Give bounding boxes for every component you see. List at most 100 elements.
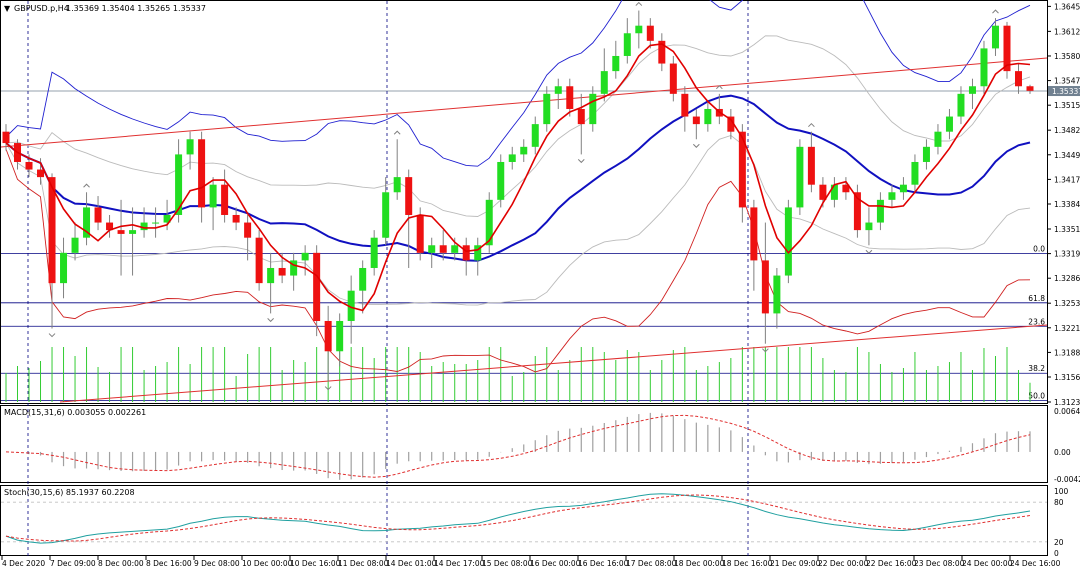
time-tick-label: 15 Dec 08:00 (482, 559, 533, 568)
candle-body (658, 40, 666, 64)
candle-body (520, 146, 528, 155)
price-tick-label: 1.33190 (1054, 250, 1080, 259)
price-tick-label: 1.32865 (1054, 274, 1080, 283)
candle-body (60, 252, 68, 284)
candle-body (750, 207, 758, 261)
symbol-header: GBPUSD.p,H4 (14, 4, 69, 13)
stoch-label: Stoch(30,15,6) 85.1937 60.2208 (4, 488, 135, 497)
volume-bars (5, 347, 1031, 402)
candle-body (566, 86, 574, 109)
candle-body (209, 184, 217, 208)
fractal-down (577, 159, 585, 164)
candle-body (163, 214, 171, 223)
candle-body (543, 93, 551, 125)
time-tick-label: 24 Dec 16:00 (1010, 559, 1061, 568)
candle-body (439, 245, 447, 253)
time-tick-label: 22 Dec 16:00 (866, 559, 917, 568)
candle-body (336, 320, 344, 352)
candle-body (198, 139, 206, 208)
candle-body (1026, 86, 1034, 91)
candle-body (991, 25, 999, 49)
candle-body (980, 48, 988, 87)
candle-body (899, 184, 907, 193)
price-tick-label: 1.31885 (1054, 348, 1080, 357)
stochastic-indicator: 100 80 20 0 (1, 487, 1069, 558)
candle-body (83, 207, 91, 238)
upper-band (5, 0, 1031, 167)
fractal-up (715, 85, 723, 90)
candle-body (140, 222, 148, 231)
fractal-down (865, 249, 873, 254)
time-tick-label: 16 Dec 16:00 (578, 559, 629, 568)
candle-body (727, 116, 735, 132)
stoch-tick-label: 100 (1054, 487, 1069, 496)
fractal-down (48, 333, 56, 338)
candle-body (416, 214, 424, 253)
candle-body (301, 252, 309, 261)
fractal-arrows (48, 1, 999, 391)
candle-body (911, 161, 919, 185)
time-tick-label: 4 Dec 2020 (2, 559, 45, 568)
candle-body (531, 124, 539, 147)
fractal-up (992, 9, 999, 14)
candle-body (428, 245, 436, 253)
fractal-up (83, 183, 90, 188)
candle-body (244, 222, 252, 238)
candle-body (784, 207, 792, 276)
chart-header-arrow[interactable]: ▼ (4, 4, 11, 13)
fractal-down (762, 348, 769, 353)
candle-body (129, 230, 137, 234)
candle-body (232, 214, 240, 223)
candle-body (577, 108, 585, 125)
stoch-d-line (5, 494, 1031, 542)
price-axis: 1.36455 1.36125 1.35800 1.35475 1.35150 1.348… (1047, 2, 1080, 407)
price-tick-label: 1.35475 (1054, 77, 1080, 86)
price-tick-label: 1.31230 (1054, 398, 1080, 407)
fractal-up (635, 1, 643, 6)
candle-body (589, 93, 597, 125)
candle-body (554, 86, 562, 94)
lower-band (5, 148, 1031, 373)
candle-body (773, 275, 781, 314)
moving-average (5, 43, 1031, 312)
current-price-label: 1.35337 (1052, 87, 1080, 96)
stoch-k-line (5, 493, 1031, 544)
fib-label: 61.8 (1028, 294, 1045, 303)
candle-body (807, 146, 815, 185)
fractal-down (267, 318, 274, 323)
stoch-pane[interactable] (0, 485, 1048, 556)
price-tick-label: 1.33845 (1054, 200, 1080, 209)
candle-body (1003, 25, 1011, 72)
candle-body (290, 260, 298, 276)
macd-pane[interactable] (0, 405, 1048, 483)
candle-body (405, 177, 413, 215)
time-tick-label: 11 Dec 08:00 (338, 559, 389, 568)
candle-body (267, 267, 275, 284)
candle-body (646, 25, 654, 41)
trend-lines (0, 57, 1048, 403)
macd-label: MACD(15,31,6) 0.003055 0.002261 (4, 408, 146, 417)
stoch-tick-label: 20 (1054, 538, 1064, 547)
candle-body (175, 154, 183, 215)
time-tick-label: 23 Dec 08:00 (914, 559, 965, 568)
candle-body (957, 93, 965, 117)
candle-body (370, 237, 378, 268)
fib-label: 23.6 (1028, 317, 1045, 326)
trend-line-lower (59, 324, 1048, 403)
stoch-tick-label: 80 (1054, 498, 1064, 507)
price-pane[interactable] (0, 0, 1048, 404)
candle-body (853, 192, 861, 231)
candle-body (117, 230, 125, 234)
time-tick-label: 9 Dec 08:00 (194, 559, 240, 568)
candle-body (612, 55, 620, 72)
time-tick-label: 8 Dec 16:00 (146, 559, 192, 568)
candle-body (819, 184, 827, 200)
macd-signal-line (5, 414, 1031, 478)
macd-indicator: 0.006467 0.00 -0.00425 (5, 407, 1080, 484)
candle-body (796, 146, 804, 208)
candle-body (681, 93, 689, 117)
candle-body (485, 199, 493, 246)
time-tick-label: 18 Dec 16:00 (722, 559, 773, 568)
candle-body (324, 320, 332, 352)
